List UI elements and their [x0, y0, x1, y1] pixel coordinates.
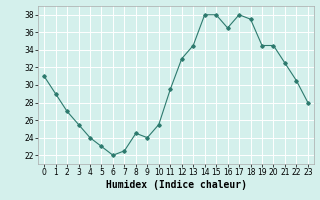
X-axis label: Humidex (Indice chaleur): Humidex (Indice chaleur)	[106, 180, 246, 190]
